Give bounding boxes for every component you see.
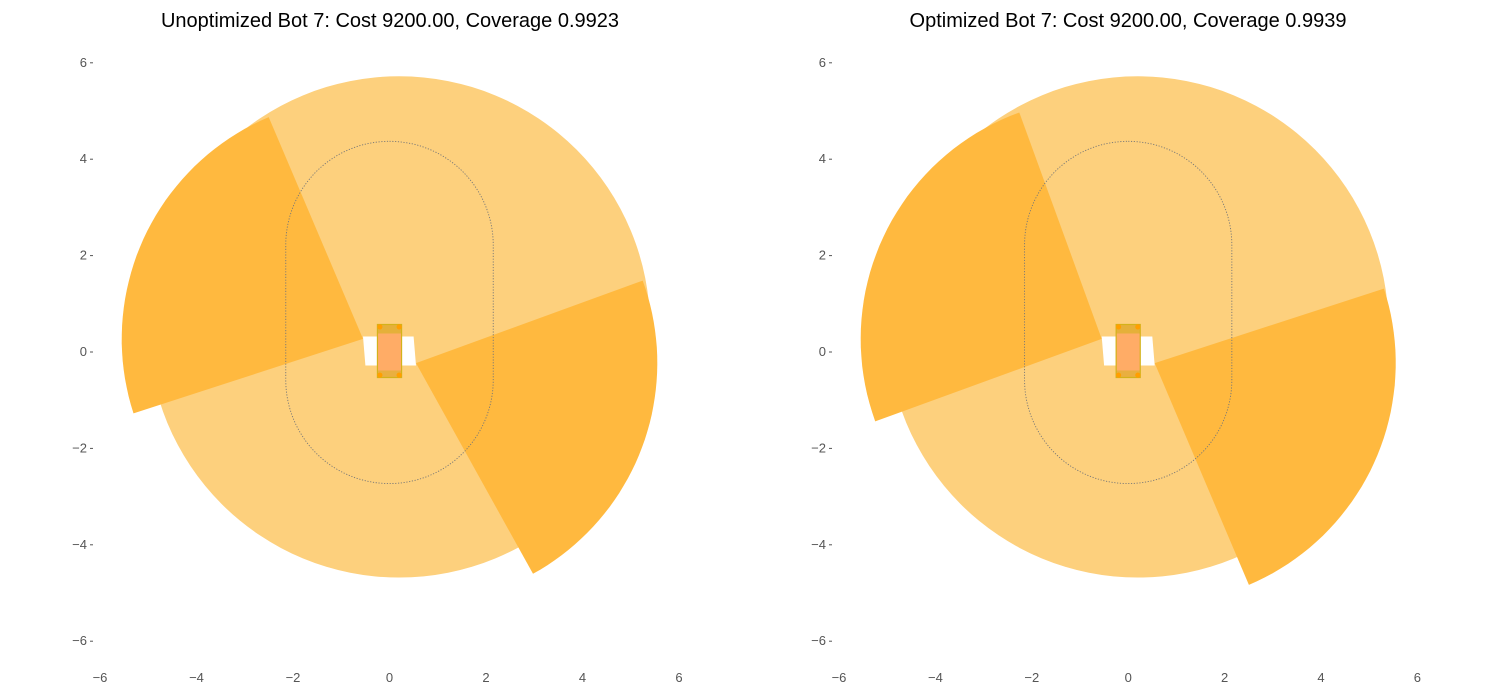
chart-title-unoptimized: Unoptimized Bot 7: Cost 9200.00, Coverag… bbox=[160, 10, 620, 32]
unoptimized-ytick-label-5: −4 bbox=[72, 537, 87, 552]
optimized-sensor-point-1 bbox=[1135, 324, 1141, 330]
optimized-sensor-point-3 bbox=[1135, 372, 1141, 378]
optimized-xtick-label-2: −2 bbox=[1024, 670, 1039, 685]
unoptimized-sensor-sector-lower-right bbox=[416, 280, 658, 574]
optimized-ytick-label-0: 6 bbox=[819, 55, 826, 70]
unoptimized-xtick-label-6: 6 bbox=[675, 670, 682, 685]
unoptimized-ytick-label-6: −6 bbox=[72, 633, 87, 648]
optimized-ytick-label-1: 4 bbox=[819, 151, 826, 166]
unoptimized-xtick-label-3: 0 bbox=[386, 670, 393, 685]
optimized-xtick-label-6: 6 bbox=[1414, 670, 1421, 685]
optimized-xtick-label-1: −4 bbox=[928, 670, 943, 685]
optimized-ytick-label-5: −4 bbox=[811, 537, 826, 552]
unoptimized-sensor-sector-upper-left bbox=[121, 117, 363, 414]
optimized-robot-path bbox=[1024, 140, 1233, 485]
unoptimized-ytick-label-2: 2 bbox=[80, 248, 87, 263]
unoptimized-xtick-label-1: −4 bbox=[189, 670, 204, 685]
optimized-ytick-label-6: −6 bbox=[811, 633, 826, 648]
optimized-robot-rear-band bbox=[1116, 370, 1141, 378]
unoptimized-sensor-point-1 bbox=[396, 324, 402, 330]
unoptimized-xtick-label-4: 2 bbox=[482, 670, 489, 685]
unoptimized-xtick-label-5: 4 bbox=[579, 670, 586, 685]
optimized-sensor-sector-upper-left bbox=[860, 112, 1102, 422]
unoptimized-sensor-point-0 bbox=[377, 324, 383, 330]
unoptimized-sensor-point-3 bbox=[396, 372, 402, 378]
chart-title-optimized: Optimized Bot 7: Cost 9200.00, Coverage … bbox=[909, 10, 1347, 32]
optimized-ytick-label-2: 2 bbox=[819, 248, 826, 263]
optimized-xtick-label-5: 4 bbox=[1317, 670, 1324, 685]
unoptimized-ytick-label-3: 0 bbox=[80, 344, 87, 359]
unoptimized-robot-rear-band bbox=[377, 370, 402, 378]
optimized-ytick-label-4: −2 bbox=[811, 440, 826, 455]
unoptimized-ytick-label-4: −2 bbox=[72, 440, 87, 455]
unoptimized-xtick-label-0: −6 bbox=[93, 670, 108, 685]
unoptimized-robot-path bbox=[285, 140, 494, 485]
optimized-sensor-sector-lower-right bbox=[1154, 288, 1396, 585]
unoptimized-sensor-point-2 bbox=[377, 372, 383, 378]
optimized-ytick-label-3: 0 bbox=[819, 344, 826, 359]
unoptimized-xtick-label-2: −2 bbox=[286, 670, 301, 685]
optimized-xtick-label-0: −6 bbox=[832, 670, 847, 685]
optimized-sensor-point-2 bbox=[1115, 372, 1122, 378]
unoptimized-ytick-label-0: 6 bbox=[80, 55, 87, 70]
optimized-sensor-point-0 bbox=[1115, 324, 1122, 330]
optimized-robot-front-band bbox=[1116, 324, 1141, 334]
unoptimized-robot-front-band bbox=[377, 324, 402, 334]
unoptimized-ytick-label-1: 4 bbox=[80, 151, 87, 166]
optimized-xtick-label-4: 2 bbox=[1221, 670, 1228, 685]
optimized-xtick-label-3: 0 bbox=[1125, 670, 1132, 685]
